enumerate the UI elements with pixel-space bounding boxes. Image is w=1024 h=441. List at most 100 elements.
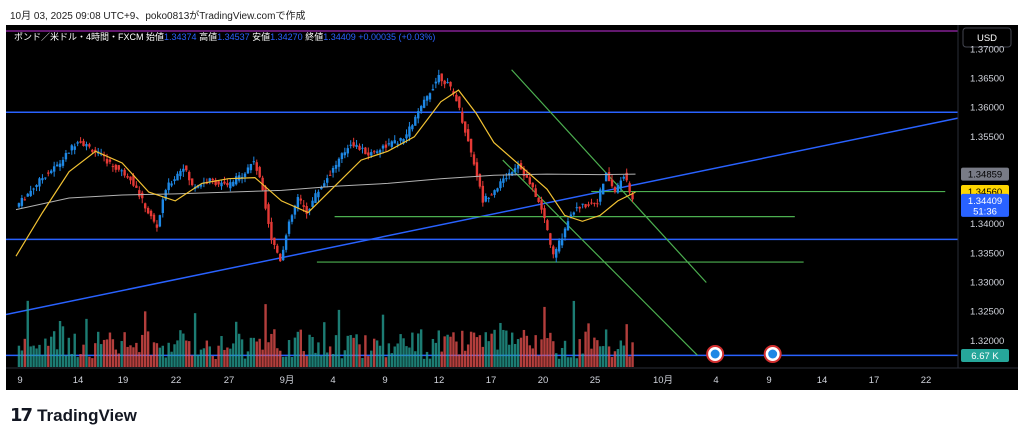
candle-body bbox=[152, 214, 156, 222]
candle-body bbox=[461, 111, 464, 123]
volume-bar bbox=[267, 342, 270, 367]
tradingview-logo[interactable]: 17 TradingView bbox=[10, 405, 137, 426]
volume-tag-label: 6.67 K bbox=[971, 351, 999, 362]
x-tick-label: 4 bbox=[330, 375, 335, 386]
candle-body bbox=[328, 174, 332, 176]
volume-bar bbox=[243, 358, 247, 367]
volume-bar bbox=[61, 326, 65, 367]
currency-label: USD bbox=[977, 33, 997, 44]
candle-body bbox=[29, 190, 32, 196]
volume-bar bbox=[370, 350, 373, 367]
volume-bar bbox=[320, 355, 323, 367]
volume-bar bbox=[179, 330, 182, 367]
volume-bar bbox=[20, 350, 24, 367]
y-tick-label: 1.33000 bbox=[970, 277, 1004, 288]
volume-bar bbox=[367, 356, 370, 367]
candle-body bbox=[367, 152, 370, 156]
volume-tag bbox=[961, 349, 1009, 362]
volume-bar bbox=[493, 329, 496, 367]
candle-body bbox=[58, 163, 62, 168]
candle-body bbox=[281, 249, 285, 261]
volume-bar bbox=[440, 351, 443, 367]
volume-bar bbox=[44, 338, 47, 367]
candle-body bbox=[41, 178, 44, 181]
volume-bar bbox=[138, 352, 141, 367]
candle-body bbox=[552, 246, 555, 255]
candle-body bbox=[422, 99, 426, 108]
candle-body bbox=[167, 182, 170, 191]
candle-body bbox=[622, 176, 625, 179]
candle-body bbox=[23, 199, 27, 201]
volume-bar bbox=[528, 345, 532, 367]
x-tick-label: 14 bbox=[817, 375, 828, 386]
volume-bar bbox=[613, 351, 617, 367]
candle-body bbox=[287, 221, 291, 234]
candle-body bbox=[246, 167, 250, 174]
volume-bar bbox=[326, 352, 329, 367]
volume-bar bbox=[167, 342, 170, 367]
volume-bar bbox=[466, 344, 470, 367]
candle-body bbox=[555, 249, 558, 258]
candle-body bbox=[502, 178, 505, 183]
candle-body bbox=[226, 182, 229, 186]
candle-body bbox=[170, 183, 173, 186]
candle-body bbox=[235, 176, 238, 185]
volume-bar bbox=[193, 313, 197, 367]
candle-body bbox=[469, 138, 473, 153]
candle-body bbox=[123, 169, 126, 176]
candle-body bbox=[510, 172, 514, 176]
candle-body bbox=[387, 143, 391, 145]
candle-body bbox=[414, 116, 417, 126]
candle-body bbox=[105, 158, 109, 164]
x-tick-label: 9 bbox=[17, 375, 22, 386]
candle-body bbox=[604, 172, 608, 182]
volume-bar bbox=[26, 300, 29, 367]
candle-body bbox=[352, 142, 355, 147]
candle-body bbox=[370, 152, 373, 156]
volume-bar bbox=[99, 344, 103, 367]
candle-body bbox=[161, 199, 165, 213]
volume-bar bbox=[97, 331, 100, 367]
chart-frame[interactable]: USD 1.37000 1.36500 1.36000 1.35500 1.34000 1.… bbox=[6, 25, 1018, 390]
candle-body bbox=[508, 172, 511, 176]
candle-body bbox=[337, 158, 341, 167]
candle-body bbox=[331, 167, 335, 173]
candle-body bbox=[610, 179, 614, 187]
legend-part: 安値 bbox=[252, 31, 270, 42]
legend-part: 高値 bbox=[199, 31, 217, 42]
volume-bar bbox=[628, 356, 631, 367]
volume-bar bbox=[346, 335, 349, 367]
volume-bar bbox=[264, 304, 267, 367]
candle-body bbox=[279, 253, 282, 262]
candle-body bbox=[252, 161, 256, 163]
x-tick-label: 14 bbox=[73, 375, 84, 386]
volume-bar bbox=[17, 345, 21, 367]
volume-bar bbox=[273, 329, 276, 367]
y-tick-label: 1.36500 bbox=[970, 73, 1004, 84]
candle-body bbox=[390, 141, 394, 147]
candle-body bbox=[560, 238, 564, 246]
candle-body bbox=[82, 140, 85, 146]
candle-body bbox=[584, 204, 587, 208]
volume-bar bbox=[111, 339, 115, 367]
candle-body bbox=[346, 148, 349, 154]
volume-bar bbox=[610, 357, 614, 367]
volume-bar bbox=[205, 340, 209, 367]
volume-bar bbox=[126, 346, 129, 367]
volume-bar bbox=[434, 342, 438, 367]
candle-body bbox=[405, 134, 408, 139]
volume-bar bbox=[270, 333, 273, 367]
volume-bar bbox=[593, 337, 596, 367]
candle-body bbox=[270, 221, 273, 240]
volume-bar bbox=[557, 358, 561, 367]
volume-bar bbox=[38, 344, 41, 367]
volume-bar bbox=[258, 338, 261, 367]
x-tick-label: 9 bbox=[766, 375, 771, 386]
volume-bar bbox=[276, 348, 279, 367]
volume-bar bbox=[446, 334, 449, 367]
volume-bar bbox=[188, 341, 191, 367]
volume-bar bbox=[481, 346, 485, 367]
legend-part: 1.34409 bbox=[323, 32, 358, 42]
volume-bar bbox=[437, 330, 440, 367]
